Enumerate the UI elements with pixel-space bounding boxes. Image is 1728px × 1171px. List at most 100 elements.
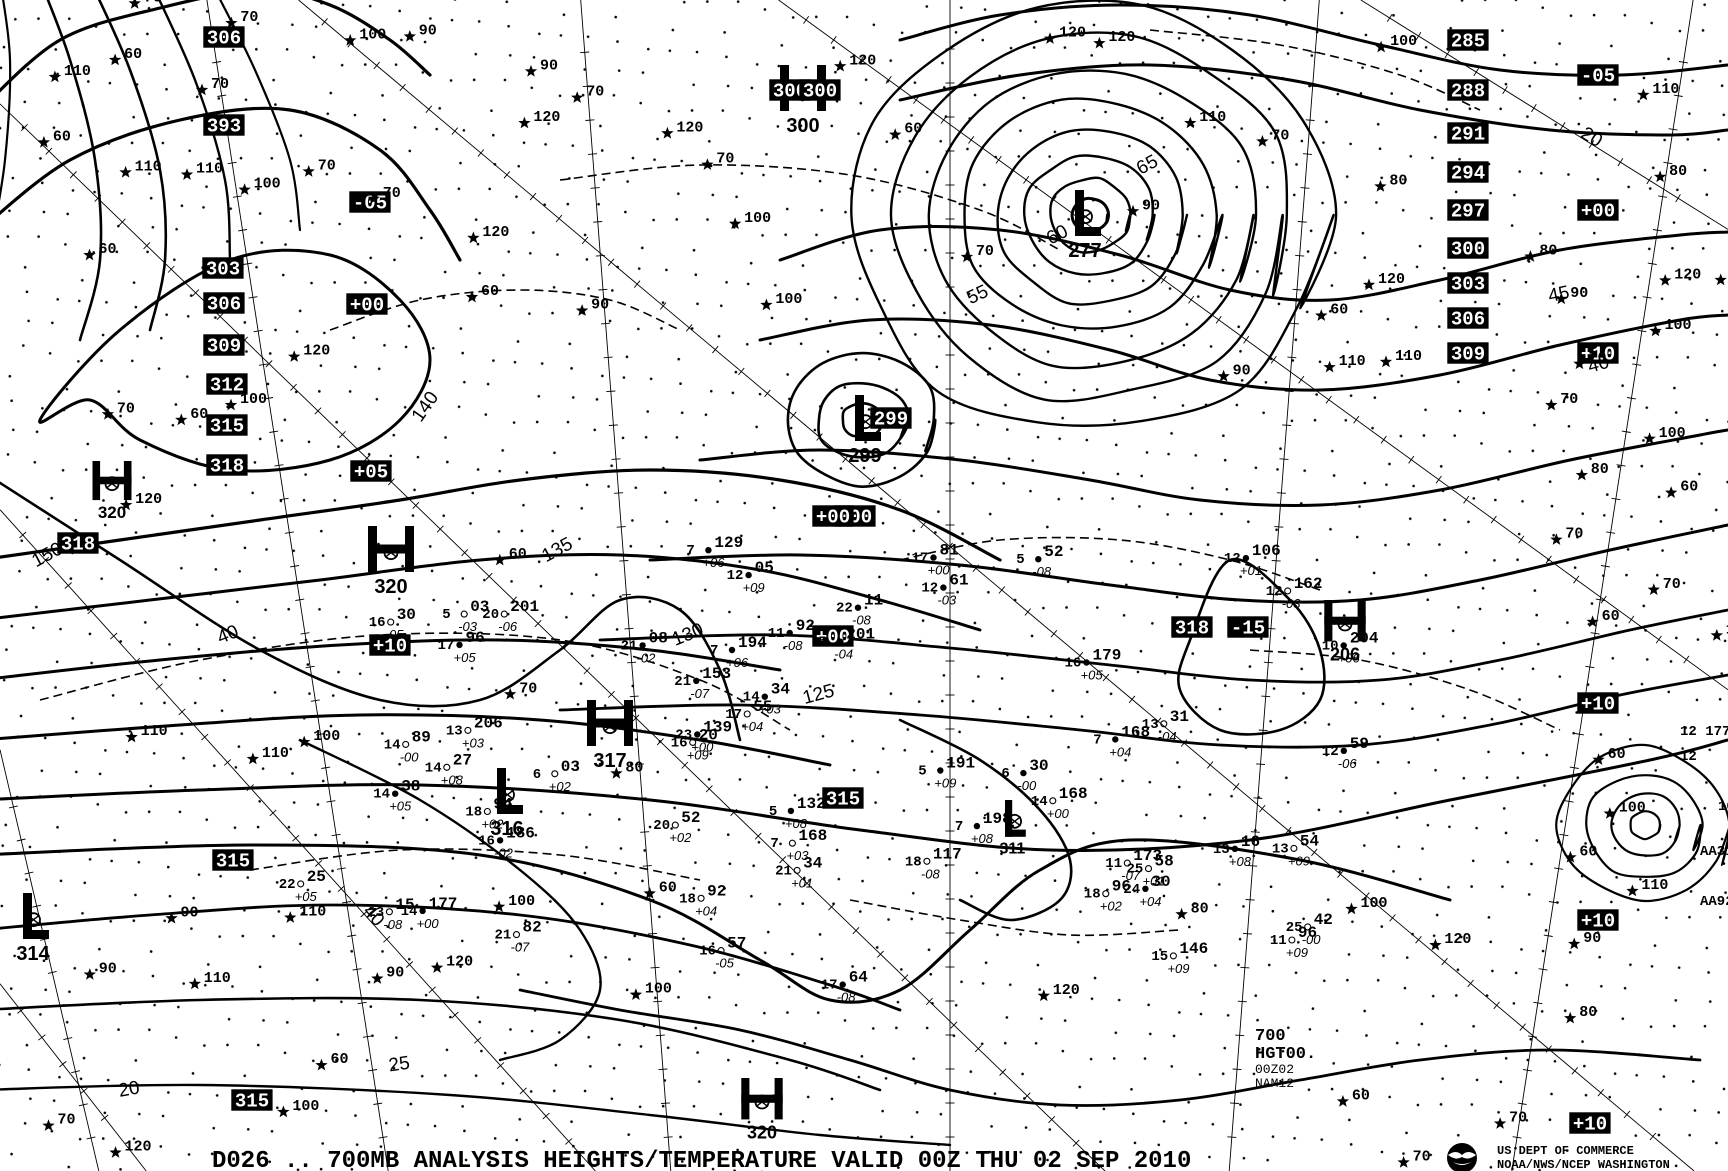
svg-text:08: 08 (649, 629, 668, 647)
svg-text:288: 288 (1451, 81, 1485, 103)
svg-text:18: 18 (1084, 887, 1101, 903)
svg-text:120: 120 (1378, 271, 1405, 288)
svg-text:-08: -08 (837, 990, 857, 1005)
svg-text:30: 30 (1029, 757, 1048, 775)
svg-text:100: 100 (744, 210, 771, 227)
svg-text:120: 120 (1108, 29, 1135, 46)
svg-text:70: 70 (1413, 1149, 1431, 1166)
svg-text:100: 100 (775, 291, 802, 308)
svg-text:+01: +01 (1240, 563, 1262, 578)
svg-text:34: 34 (771, 681, 791, 699)
svg-text:60: 60 (1330, 302, 1348, 319)
svg-text:14: 14 (1031, 794, 1048, 810)
svg-text:297: 297 (1451, 201, 1485, 223)
svg-text:20: 20 (653, 818, 670, 834)
svg-text:13: 13 (1272, 841, 1289, 857)
svg-text:80: 80 (1579, 1004, 1597, 1021)
svg-text:70: 70 (1589, 350, 1607, 367)
svg-text:31: 31 (1170, 708, 1189, 726)
svg-text:-08: -08 (921, 866, 941, 881)
svg-text:+05: +05 (454, 650, 477, 665)
svg-text:+08: +08 (441, 772, 464, 787)
svg-text:146: 146 (1179, 940, 1208, 958)
svg-text:110: 110 (1339, 353, 1366, 370)
svg-text:90: 90 (1583, 930, 1601, 947)
svg-text:16: 16 (1241, 833, 1260, 851)
svg-text:-07: -07 (1121, 868, 1141, 883)
svg-text:294: 294 (1451, 163, 1485, 185)
svg-text:80: 80 (1591, 461, 1609, 478)
svg-text:100: 100 (1665, 317, 1692, 334)
svg-text:318: 318 (210, 456, 244, 478)
svg-text:110: 110 (196, 161, 223, 178)
svg-text:315: 315 (826, 789, 860, 811)
svg-text:10 110: 10 110 (1718, 799, 1728, 815)
svg-text:38: 38 (401, 778, 420, 796)
svg-text:-00: -00 (1017, 778, 1037, 793)
svg-text:00Z02: 00Z02 (1255, 1062, 1294, 1077)
svg-text:11: 11 (768, 626, 785, 642)
svg-text:60: 60 (124, 46, 142, 63)
svg-text:90: 90 (181, 904, 199, 921)
svg-text:60: 60 (659, 880, 677, 897)
svg-text:90: 90 (540, 57, 558, 74)
svg-text:-08: -08 (784, 638, 804, 653)
svg-text:110: 110 (262, 745, 289, 762)
svg-text:-08: -08 (1032, 564, 1052, 579)
svg-text:90: 90 (386, 965, 404, 982)
svg-text:90: 90 (1142, 197, 1160, 214)
svg-text:-07: -07 (690, 686, 710, 701)
svg-text:D026 .. 700MB ANALYSIS HEIG: D026 .. 700MB ANALYSIS HEIGHTS/TEMPERATU… (212, 1148, 1191, 1171)
svg-text:96: 96 (1298, 924, 1317, 942)
svg-text:110: 110 (141, 723, 168, 740)
svg-text:03: 03 (561, 758, 580, 776)
svg-text:117: 117 (933, 845, 962, 863)
svg-text:17: 17 (821, 978, 838, 994)
svg-text:60: 60 (1680, 479, 1698, 496)
svg-text:70: 70 (211, 76, 229, 93)
svg-text:45: 45 (1546, 282, 1571, 307)
svg-text:13: 13 (1213, 842, 1230, 858)
svg-text:80: 80 (1669, 163, 1687, 180)
svg-text:110: 110 (1199, 109, 1226, 126)
svg-text:15: 15 (1151, 949, 1168, 965)
svg-text:291: 291 (1451, 124, 1485, 146)
svg-text:60: 60 (481, 283, 499, 300)
svg-text:-05: -05 (385, 627, 405, 642)
svg-text:23: 23 (675, 728, 692, 744)
svg-text:-02: -02 (637, 650, 657, 665)
svg-text:320: 320 (747, 1122, 777, 1142)
svg-text:153: 153 (702, 665, 731, 683)
svg-text:+09: +09 (1286, 945, 1308, 960)
svg-text:AA928A: AA928A (1700, 894, 1728, 910)
svg-text:+10: +10 (1581, 694, 1615, 716)
svg-text:+02: +02 (481, 817, 504, 832)
svg-text:110: 110 (204, 970, 231, 987)
svg-text:52: 52 (681, 809, 700, 827)
svg-text:54: 54 (1300, 832, 1320, 850)
svg-text:70: 70 (1271, 128, 1289, 145)
svg-text:70: 70 (519, 680, 537, 697)
svg-text:+04: +04 (695, 903, 717, 918)
svg-text:+03: +03 (462, 735, 485, 750)
svg-text:16: 16 (478, 833, 495, 849)
svg-text:60: 60 (1579, 843, 1597, 860)
svg-text:18: 18 (679, 891, 696, 907)
svg-text:70: 70 (716, 151, 734, 168)
svg-text:311: 311 (999, 841, 1025, 858)
svg-text:+10: +10 (1573, 1114, 1607, 1136)
svg-text:13: 13 (446, 723, 463, 739)
svg-text:+03: +03 (759, 702, 782, 717)
svg-text:120: 120 (1444, 931, 1471, 948)
svg-text:23: 23 (367, 905, 384, 921)
svg-text:110: 110 (1641, 877, 1668, 894)
svg-text:162: 162 (1294, 575, 1323, 593)
svg-text:11: 11 (864, 592, 883, 610)
svg-text:314: 314 (16, 943, 50, 965)
svg-text:312: 312 (210, 375, 244, 397)
svg-text:60: 60 (904, 121, 922, 138)
svg-text:120: 120 (533, 109, 560, 126)
svg-text:-15: -15 (1231, 618, 1265, 640)
svg-text:315: 315 (216, 851, 250, 873)
svg-text:6: 6 (533, 767, 541, 783)
